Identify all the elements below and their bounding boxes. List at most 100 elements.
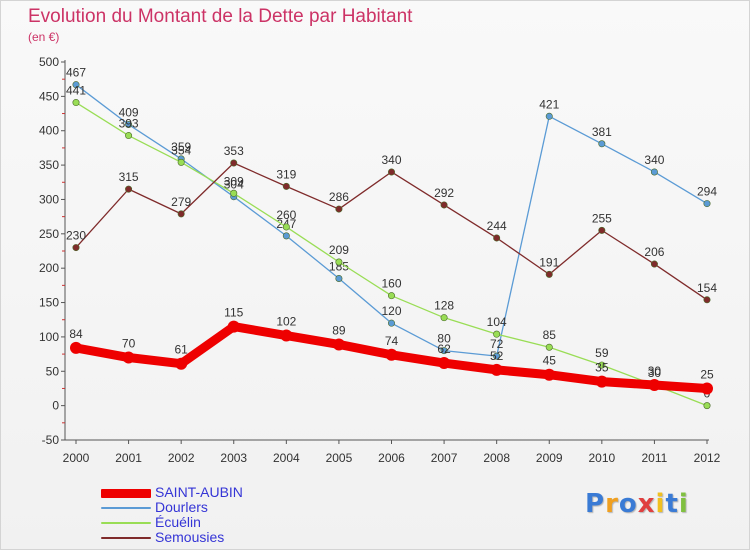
data-label: 104 bbox=[487, 315, 507, 329]
data-point bbox=[177, 158, 185, 166]
x-tick-label: 2002 bbox=[168, 451, 195, 465]
data-label: 315 bbox=[119, 170, 139, 184]
data-point bbox=[703, 296, 711, 304]
y-tick-label: 200 bbox=[39, 261, 59, 275]
data-point bbox=[335, 258, 343, 266]
data-label: 340 bbox=[381, 153, 401, 167]
data-label: 85 bbox=[543, 328, 557, 342]
y-tick-label: 400 bbox=[39, 124, 59, 138]
proxiti-logo: Proxiti bbox=[585, 489, 689, 519]
legend-swatch bbox=[101, 537, 151, 539]
data-point bbox=[72, 244, 80, 252]
logo-letter: r bbox=[605, 489, 619, 519]
data-point bbox=[122, 351, 135, 364]
data-label: 309 bbox=[224, 174, 244, 188]
data-label: 244 bbox=[487, 219, 507, 233]
data-label: 286 bbox=[329, 190, 349, 204]
legend-label: Écuélin bbox=[155, 514, 201, 530]
data-point bbox=[280, 329, 293, 342]
data-label: 102 bbox=[276, 315, 296, 329]
data-point bbox=[493, 352, 501, 360]
y-tick-label: 250 bbox=[39, 227, 59, 241]
chart-title: Evolution du Montant de la Dette par Hab… bbox=[28, 6, 413, 27]
y-tick-label: 150 bbox=[39, 296, 59, 310]
data-point bbox=[335, 274, 343, 282]
data-label: 206 bbox=[644, 245, 664, 259]
data-point bbox=[72, 99, 80, 107]
data-label: 354 bbox=[171, 143, 191, 157]
y-tick-label: 100 bbox=[39, 330, 59, 344]
data-label: 62 bbox=[437, 342, 451, 356]
y-tick-label: 0 bbox=[52, 399, 59, 413]
data-label: 260 bbox=[276, 208, 296, 222]
data-point bbox=[440, 347, 448, 355]
data-label: 128 bbox=[434, 299, 454, 313]
data-label: 84 bbox=[69, 327, 83, 341]
data-point bbox=[598, 140, 606, 148]
data-point bbox=[230, 159, 238, 167]
data-point bbox=[598, 361, 606, 369]
data-point bbox=[650, 260, 658, 268]
x-tick-label: 2000 bbox=[63, 451, 90, 465]
logo-letter: i bbox=[655, 489, 666, 519]
data-point bbox=[493, 234, 501, 242]
data-label: 209 bbox=[329, 243, 349, 257]
data-label: 340 bbox=[644, 153, 664, 167]
data-label: 279 bbox=[171, 195, 191, 209]
y-tick-label: 350 bbox=[39, 158, 59, 172]
data-label: 292 bbox=[434, 186, 454, 200]
data-label: 160 bbox=[381, 277, 401, 291]
legend-swatch bbox=[101, 489, 151, 498]
data-point bbox=[387, 319, 395, 327]
data-label: 89 bbox=[332, 323, 346, 337]
data-point bbox=[387, 168, 395, 176]
data-label: 230 bbox=[66, 229, 86, 243]
data-point bbox=[598, 226, 606, 234]
y-tick-label: 50 bbox=[46, 364, 60, 378]
data-point bbox=[230, 189, 238, 197]
logo-letter: i bbox=[678, 489, 689, 519]
data-point bbox=[177, 210, 185, 218]
data-label: 409 bbox=[119, 106, 139, 120]
data-label: 70 bbox=[122, 337, 136, 351]
data-point bbox=[227, 320, 240, 333]
legend-label: Semousies bbox=[155, 529, 225, 545]
data-label: 154 bbox=[697, 281, 717, 295]
data-label: 61 bbox=[174, 343, 188, 357]
data-label: 115 bbox=[224, 306, 243, 320]
x-tick-label: 2009 bbox=[536, 451, 563, 465]
data-label: 30 bbox=[648, 364, 662, 378]
x-tick-label: 2008 bbox=[483, 451, 510, 465]
data-point bbox=[703, 402, 711, 410]
x-tick-label: 2004 bbox=[273, 451, 300, 465]
data-label: 30 bbox=[648, 366, 662, 380]
y-tick-label: 300 bbox=[39, 192, 59, 206]
data-point bbox=[440, 201, 448, 209]
data-point bbox=[282, 232, 290, 240]
x-tick-label: 2005 bbox=[326, 451, 353, 465]
x-tick-label: 2006 bbox=[378, 451, 405, 465]
x-tick-label: 2011 bbox=[642, 451, 668, 465]
data-label: 45 bbox=[543, 354, 557, 368]
data-point bbox=[493, 330, 501, 338]
legend-label: Dourlers bbox=[155, 499, 208, 515]
data-label: 191 bbox=[539, 255, 559, 269]
data-point bbox=[545, 112, 553, 120]
data-label: 52 bbox=[490, 349, 504, 363]
data-label: 185 bbox=[329, 259, 349, 273]
data-label: 25 bbox=[700, 367, 714, 381]
legend-label: SAINT-AUBIN bbox=[155, 484, 243, 500]
data-point bbox=[650, 168, 658, 176]
data-point bbox=[387, 292, 395, 300]
data-label: 80 bbox=[437, 332, 451, 346]
data-label: 319 bbox=[276, 167, 296, 181]
data-point bbox=[332, 338, 345, 351]
chart-subtitle: (en €) bbox=[28, 30, 60, 44]
legend-swatch bbox=[101, 507, 151, 509]
data-label: 381 bbox=[592, 125, 612, 139]
data-label: 353 bbox=[224, 144, 244, 158]
legend-swatch bbox=[101, 522, 151, 524]
data-point bbox=[543, 368, 556, 381]
